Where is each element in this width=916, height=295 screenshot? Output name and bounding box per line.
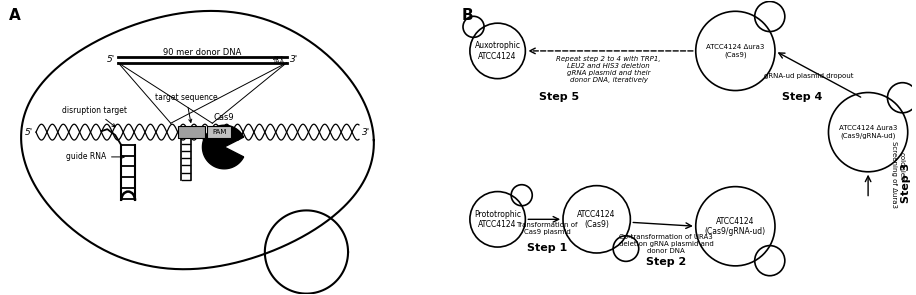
- Text: ATT: ATT: [273, 56, 285, 61]
- Text: guide RNA: guide RNA: [66, 153, 125, 161]
- Text: target sequence: target sequence: [155, 93, 217, 122]
- Text: Step 1: Step 1: [527, 243, 567, 253]
- Text: Step 5: Step 5: [539, 92, 579, 102]
- Text: Step 4: Step 4: [781, 92, 822, 102]
- Text: TAA: TAA: [273, 59, 285, 64]
- Text: Step 3: Step 3: [900, 163, 911, 203]
- Text: 5': 5': [107, 55, 115, 64]
- Text: 5': 5': [25, 128, 33, 137]
- Text: ATCC4124
(Cas9): ATCC4124 (Cas9): [577, 210, 616, 229]
- Text: gRNA-ud plasmid dropout: gRNA-ud plasmid dropout: [764, 73, 854, 79]
- Text: Repeat step 2 to 4 with TRP1,
LEU2 and HIS3 deletion
gRNA plasmid and their
dono: Repeat step 2 to 4 with TRP1, LEU2 and H…: [556, 56, 660, 83]
- Text: 3': 3': [289, 55, 298, 64]
- Bar: [207, 126, 231, 138]
- Text: ATCC4124
(Cas9/gRNA-ud): ATCC4124 (Cas9/gRNA-ud): [704, 217, 766, 236]
- Text: A: A: [9, 8, 21, 23]
- Text: Screening of Δura3: Screening of Δura3: [891, 141, 897, 208]
- Text: ATCC4124 Δura3
(Cas9/gRNA-ud): ATCC4124 Δura3 (Cas9/gRNA-ud): [839, 125, 898, 139]
- Text: Co-transformation of URA3
deletion gRNA plasmid and
donor DNA: Co-transformation of URA3 deletion gRNA …: [618, 234, 714, 254]
- Text: Step 2: Step 2: [646, 257, 686, 267]
- Text: disruption target: disruption target: [61, 106, 126, 127]
- Text: B: B: [462, 8, 474, 23]
- Text: Prototrophic
ATCC4124: Prototrophic ATCC4124: [474, 210, 521, 229]
- Bar: [178, 126, 205, 138]
- Text: 90 mer donor DNA: 90 mer donor DNA: [163, 48, 242, 57]
- Text: ATCC4124 Δura3
(Cas9): ATCC4124 Δura3 (Cas9): [706, 44, 765, 58]
- Text: PAM: PAM: [213, 129, 226, 135]
- Text: Cas9: Cas9: [214, 113, 234, 122]
- Text: colonies: colonies: [899, 153, 905, 181]
- Text: Auxotrophic
ATCC4124: Auxotrophic ATCC4124: [474, 41, 520, 60]
- Text: Transformation of
Cas9 plasmid: Transformation of Cas9 plasmid: [517, 222, 578, 235]
- Polygon shape: [202, 125, 244, 169]
- Text: 3': 3': [362, 128, 370, 137]
